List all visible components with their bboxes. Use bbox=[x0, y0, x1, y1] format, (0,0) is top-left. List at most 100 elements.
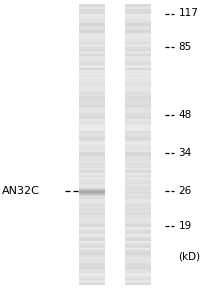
Bar bbox=[79, 37, 105, 40]
Bar bbox=[125, 233, 151, 236]
Bar bbox=[79, 34, 105, 37]
Bar bbox=[125, 214, 151, 217]
Bar bbox=[79, 266, 105, 268]
Bar bbox=[79, 161, 105, 164]
Text: 26: 26 bbox=[178, 186, 192, 197]
Bar bbox=[125, 79, 151, 82]
Bar bbox=[79, 145, 105, 147]
Bar bbox=[79, 195, 105, 196]
Bar bbox=[79, 208, 105, 210]
Bar bbox=[79, 214, 105, 217]
Bar bbox=[125, 137, 151, 140]
Bar bbox=[125, 238, 151, 241]
Bar bbox=[125, 154, 151, 156]
Bar bbox=[125, 264, 151, 266]
Bar bbox=[79, 154, 105, 156]
Bar bbox=[79, 28, 105, 30]
Bar bbox=[79, 201, 105, 203]
Bar bbox=[79, 86, 105, 89]
Bar bbox=[125, 112, 151, 114]
Bar bbox=[79, 236, 105, 238]
Bar bbox=[79, 100, 105, 103]
Bar bbox=[79, 128, 105, 131]
Bar bbox=[125, 163, 151, 166]
Bar bbox=[125, 39, 151, 42]
Bar bbox=[79, 256, 105, 259]
Bar bbox=[79, 278, 105, 280]
Bar bbox=[79, 91, 105, 93]
Bar bbox=[79, 44, 105, 46]
Bar bbox=[125, 240, 151, 243]
Bar bbox=[79, 135, 105, 138]
Bar bbox=[79, 177, 105, 180]
Bar bbox=[79, 210, 105, 212]
Bar bbox=[125, 231, 151, 234]
Bar bbox=[79, 88, 105, 91]
Bar bbox=[79, 142, 105, 145]
Bar bbox=[79, 231, 105, 234]
Bar bbox=[125, 16, 151, 19]
Bar bbox=[125, 140, 151, 142]
Bar bbox=[79, 268, 105, 271]
Bar bbox=[79, 184, 105, 187]
Bar bbox=[79, 112, 105, 114]
Bar bbox=[125, 184, 151, 187]
Text: AN32C: AN32C bbox=[2, 186, 40, 197]
Bar bbox=[79, 110, 105, 112]
Bar bbox=[125, 49, 151, 51]
Bar bbox=[125, 252, 151, 255]
Bar bbox=[79, 58, 105, 61]
Bar bbox=[79, 252, 105, 255]
Bar bbox=[125, 70, 151, 72]
Bar bbox=[79, 93, 105, 96]
Bar bbox=[79, 188, 105, 189]
Bar bbox=[79, 193, 105, 194]
Bar bbox=[125, 145, 151, 147]
Bar bbox=[79, 70, 105, 72]
Bar bbox=[79, 168, 105, 170]
Bar bbox=[79, 191, 105, 192]
Bar bbox=[125, 9, 151, 11]
Bar bbox=[125, 121, 151, 124]
Bar bbox=[125, 51, 151, 54]
Bar bbox=[125, 84, 151, 86]
Bar bbox=[125, 210, 151, 212]
Bar bbox=[125, 222, 151, 224]
Bar bbox=[79, 137, 105, 140]
Bar bbox=[125, 243, 151, 245]
Bar bbox=[125, 275, 151, 278]
Bar bbox=[79, 102, 105, 105]
Bar bbox=[79, 275, 105, 278]
Bar bbox=[125, 187, 151, 189]
Bar bbox=[125, 100, 151, 103]
Bar bbox=[125, 166, 151, 168]
Bar bbox=[125, 123, 151, 126]
Bar bbox=[125, 58, 151, 61]
Bar bbox=[79, 130, 105, 133]
Bar bbox=[79, 95, 105, 98]
Bar bbox=[79, 14, 105, 16]
Bar bbox=[125, 98, 151, 100]
Bar bbox=[125, 133, 151, 135]
Bar bbox=[79, 105, 105, 107]
Bar bbox=[125, 63, 151, 65]
Bar bbox=[79, 16, 105, 19]
Bar bbox=[79, 107, 105, 110]
Bar bbox=[79, 194, 105, 195]
Bar bbox=[125, 128, 151, 131]
Text: 34: 34 bbox=[178, 148, 192, 158]
Bar bbox=[125, 205, 151, 208]
Bar bbox=[79, 74, 105, 77]
Bar bbox=[125, 278, 151, 280]
Bar bbox=[125, 282, 151, 285]
Bar bbox=[125, 256, 151, 259]
Bar bbox=[79, 245, 105, 248]
Bar bbox=[79, 212, 105, 215]
Bar bbox=[79, 149, 105, 152]
Bar bbox=[79, 282, 105, 285]
Bar bbox=[125, 198, 151, 201]
Bar bbox=[79, 219, 105, 222]
Bar bbox=[79, 196, 105, 197]
Bar bbox=[125, 201, 151, 203]
Bar bbox=[79, 250, 105, 252]
